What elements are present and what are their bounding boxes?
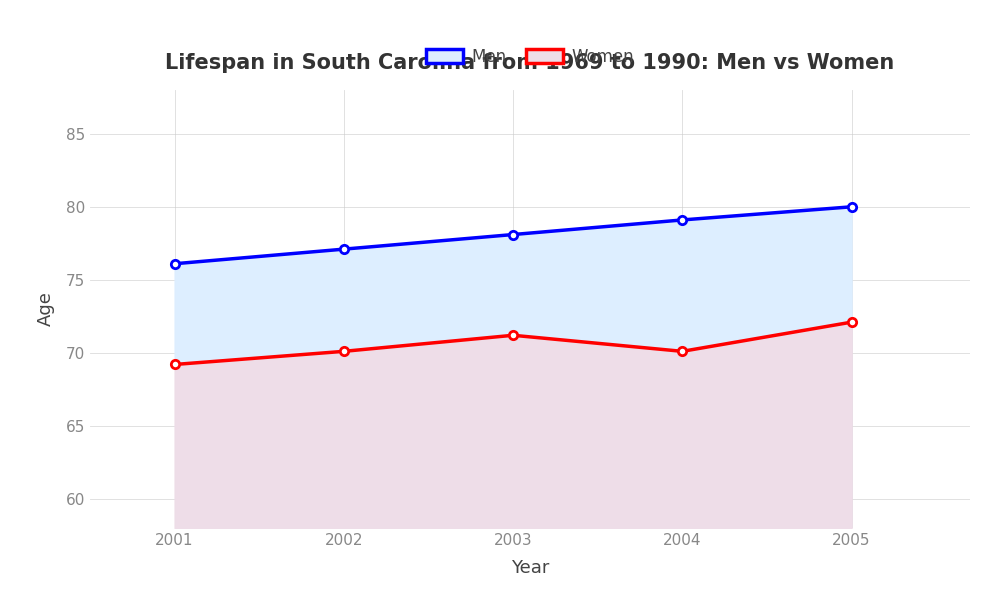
Y-axis label: Age: Age xyxy=(37,292,55,326)
X-axis label: Year: Year xyxy=(511,559,549,577)
Title: Lifespan in South Carolina from 1969 to 1990: Men vs Women: Lifespan in South Carolina from 1969 to … xyxy=(165,53,895,73)
Legend: Men, Women: Men, Women xyxy=(419,41,641,73)
